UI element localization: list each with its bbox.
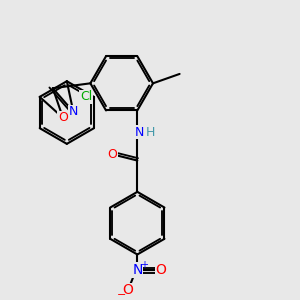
Text: H: H [146,126,155,139]
Text: O: O [155,263,166,277]
Text: Cl: Cl [80,90,92,104]
Text: +: + [140,260,148,270]
Text: N: N [132,263,142,277]
Text: O: O [58,111,68,124]
Text: −: − [116,290,126,300]
Text: O: O [107,148,117,161]
Text: O: O [122,284,134,298]
Text: N: N [135,126,144,139]
Text: N: N [69,105,78,118]
